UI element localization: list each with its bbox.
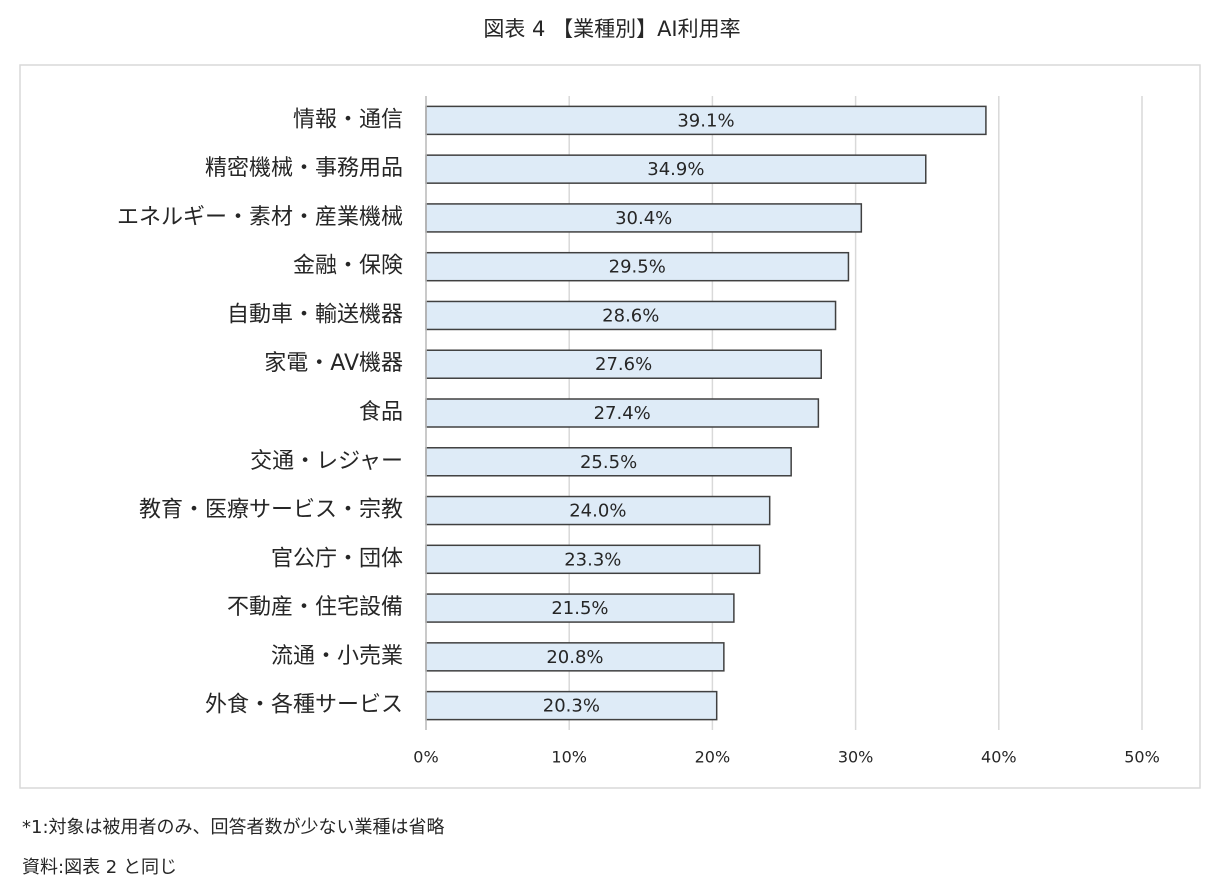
data-label: 27.4% xyxy=(594,403,651,424)
y-tick-label: 教育・医療サービス・宗教 xyxy=(139,498,403,523)
y-tick-label: 外食・各種サービス xyxy=(205,693,403,718)
data-label: 23.3% xyxy=(564,549,621,570)
y-tick-label: 金融・保険 xyxy=(293,254,403,279)
bar xyxy=(425,690,718,721)
data-label: 28.6% xyxy=(602,305,659,326)
bar xyxy=(425,398,820,428)
data-label: 21.5% xyxy=(551,598,608,619)
data-label: 27.6% xyxy=(595,354,652,375)
y-tick-label: 食品 xyxy=(359,400,403,425)
data-label: 34.9% xyxy=(647,159,704,180)
bar xyxy=(425,642,725,672)
y-tick-label: 自動車・輸送機器 xyxy=(227,302,403,327)
bar xyxy=(425,154,927,184)
data-label: 20.8% xyxy=(546,647,603,668)
bar xyxy=(425,349,822,379)
bar xyxy=(425,447,792,477)
y-tick-label: 不動産・住宅設備 xyxy=(227,595,403,620)
data-label: 24.0% xyxy=(569,501,626,522)
bar xyxy=(425,251,850,282)
bar xyxy=(425,593,735,623)
y-tick-label: 情報・通信 xyxy=(293,107,403,132)
data-label: 20.3% xyxy=(543,696,600,717)
data-label: 25.5% xyxy=(580,452,637,473)
data-label: 29.5% xyxy=(609,257,666,278)
y-tick-label: 家電・AV機器 xyxy=(264,351,403,376)
bar xyxy=(425,203,863,233)
x-tick-label: 40% xyxy=(981,748,1017,767)
y-tick-label: 流通・小売業 xyxy=(271,644,403,669)
y-tick-label: 精密機械・事務用品 xyxy=(205,156,403,181)
x-tick-label: 0% xyxy=(413,748,438,767)
data-label: 39.1% xyxy=(677,110,734,131)
x-tick-label: 10% xyxy=(551,748,587,767)
y-tick-label: 官公庁・団体 xyxy=(271,546,403,571)
chart-title: 図表 4 【業種別】AI利用率 xyxy=(483,17,740,41)
x-tick-label: 20% xyxy=(695,748,731,767)
y-tick-label: 交通・レジャー xyxy=(250,449,403,474)
x-tick-label: 50% xyxy=(1124,748,1160,767)
footnote: *1:対象は被用者のみ、回答者数が少ない業種は省略 xyxy=(22,817,445,838)
footnote: 資料:図表 2 と同じ xyxy=(22,857,177,878)
bar xyxy=(425,495,771,526)
y-tick-label: エネルギー・素材・産業機械 xyxy=(117,205,403,230)
x-tick-label: 30% xyxy=(838,748,874,767)
bar xyxy=(425,544,761,575)
bar xyxy=(425,300,837,331)
data-label: 30.4% xyxy=(615,208,672,229)
